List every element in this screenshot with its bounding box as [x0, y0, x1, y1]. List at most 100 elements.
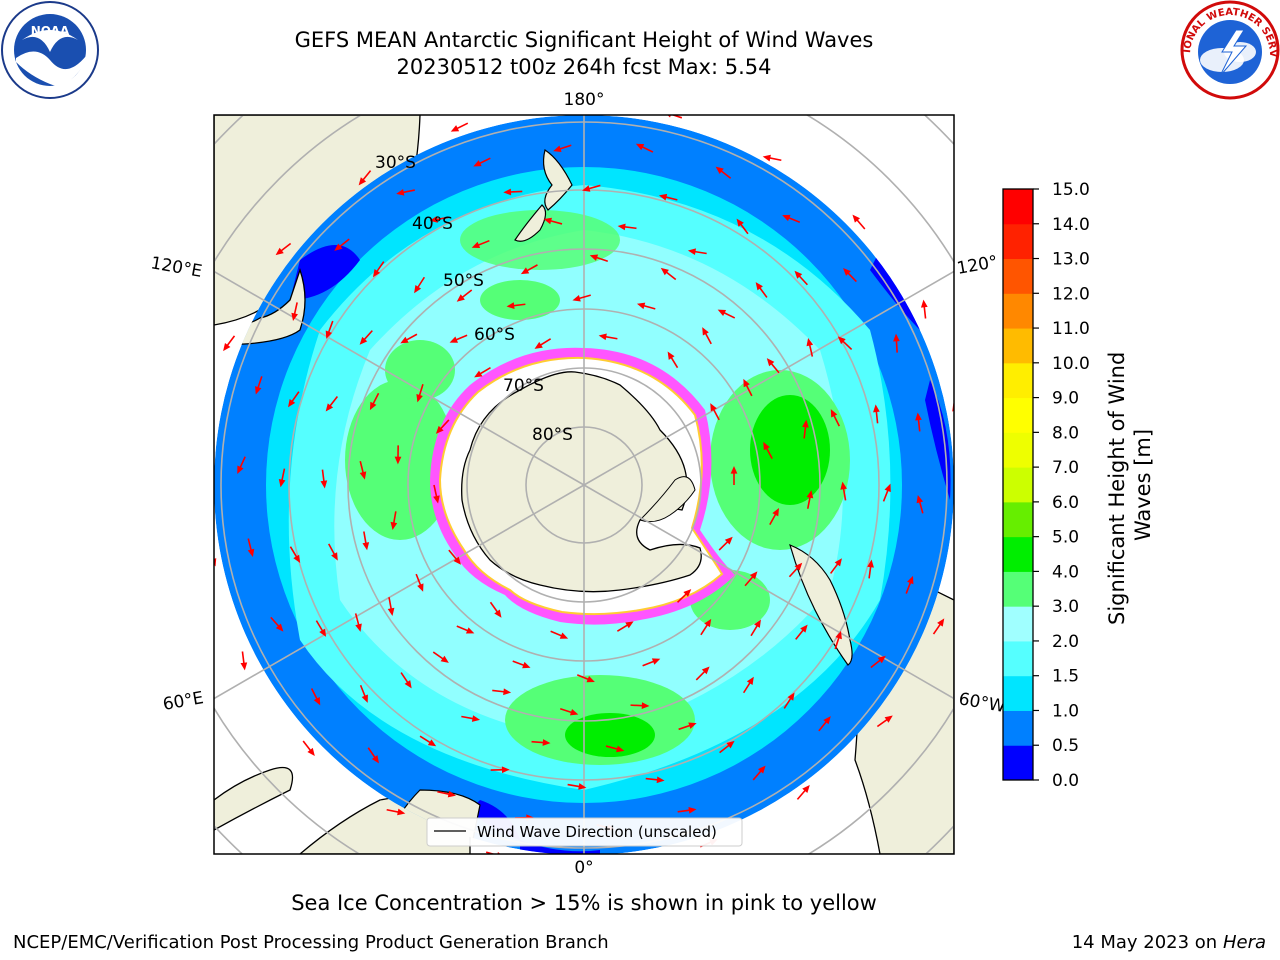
wind-arrow-head	[331, 552, 338, 561]
chart-subtitle: 20230512 t00z 264h fcst Max: 5.54	[396, 55, 772, 79]
wind-arrow-head	[503, 188, 512, 196]
colorbar-tick-label: 12.0	[1052, 284, 1090, 304]
wind-arrow-head	[749, 571, 758, 580]
wind-arrow-head	[214, 558, 217, 567]
wind-arrow-head	[766, 358, 775, 367]
machine-name: Hera	[1222, 932, 1266, 953]
wind-arrow-head	[625, 621, 634, 629]
colorbar-segment	[1003, 675, 1033, 711]
wind-arrow-head	[787, 692, 795, 701]
colorbar-segment	[1003, 467, 1033, 503]
lat-label-70s: 70°S	[503, 376, 544, 396]
colorbar-segment	[1003, 745, 1033, 781]
wind-arrow-head	[474, 370, 483, 378]
wind-arrow-head	[522, 661, 531, 669]
colorbar-tick-label: 5.0	[1052, 528, 1079, 548]
wind-arrow-head	[361, 694, 368, 703]
wind-arrow-head	[569, 708, 579, 716]
colorbar-tick-label: 7.0	[1052, 458, 1079, 478]
wind-arrow-head	[293, 554, 301, 564]
wind-arrow-head	[893, 333, 900, 342]
wind-arrow-head	[736, 218, 744, 227]
wind-arrow-head	[589, 254, 599, 261]
wind-arrow-head	[371, 755, 379, 764]
wind-arrow-head	[651, 658, 661, 665]
wind-arrow-head	[240, 662, 248, 671]
wind-arrow-head	[920, 299, 928, 308]
wind-arrow-head	[578, 783, 587, 790]
wind-arrow-head	[559, 632, 569, 639]
wind-arrow-head	[237, 465, 244, 474]
wind-arrow-head	[223, 342, 231, 352]
colorbar-border	[1002, 188, 1034, 781]
wind-arrow-head	[506, 302, 515, 309]
wind-arrow-head	[830, 409, 838, 418]
legend-label: Wind Wave Direction (unscaled)	[477, 823, 717, 841]
wind-arrow-head	[915, 412, 922, 421]
wind-arrow-head	[473, 160, 482, 167]
wind-arrow-head	[843, 267, 851, 276]
lat-label-30s: 30°S	[375, 153, 416, 173]
colorbar-segment	[1003, 328, 1033, 364]
wind-arrow-head	[278, 479, 286, 488]
wind-arrow-head	[553, 145, 562, 152]
colorbar-tick-label: 2.0	[1052, 632, 1079, 652]
colorbar-segment	[1003, 223, 1033, 260]
wind-arrow-head	[688, 806, 697, 814]
wind-arrow-head	[325, 330, 333, 339]
wind-arrow-head	[717, 309, 727, 317]
wind-arrow-head	[837, 336, 846, 345]
wind-arrow-head	[782, 214, 791, 222]
colorbar-segment	[1003, 397, 1033, 433]
wind-arrow-head	[730, 466, 738, 474]
lon-label-120w: 120°	[955, 252, 999, 279]
colorbar-segment	[1003, 362, 1033, 399]
wind-arrow-head	[435, 425, 444, 434]
wind-arrow-head	[687, 248, 697, 256]
wind-arrow-head	[715, 166, 724, 174]
wind-arrow-head	[762, 154, 771, 162]
colorbar-label-line1: Significant Height of Wind	[1105, 352, 1129, 625]
lat-label-50s: 50°S	[443, 271, 484, 291]
wind-arrow-head	[397, 808, 406, 816]
wind-arrow-head	[852, 214, 861, 223]
wind-arrow-head	[806, 490, 814, 499]
colorbar-segment	[1003, 571, 1033, 607]
wind-arrow-head	[404, 680, 412, 689]
wind-arrow-head	[802, 784, 810, 794]
wind-arrow-head	[683, 589, 692, 597]
wind-arrow-head	[704, 618, 712, 628]
wind-arrow-head	[400, 336, 409, 344]
wind-arrow-head	[616, 745, 625, 753]
colorbar-segment	[1003, 501, 1033, 538]
wind-arrow-head	[325, 403, 334, 412]
wind-arrow-head	[275, 623, 284, 632]
wind-arrow-head	[956, 511, 963, 519]
wind-arrow-head	[450, 125, 460, 132]
wind-arrow-head	[447, 790, 456, 798]
colorbar-tick-label: 0.5	[1052, 736, 1079, 756]
wind-arrow-head	[884, 715, 893, 723]
colorbar-tick-label: 8.0	[1052, 423, 1079, 443]
colorbar-segment	[1003, 640, 1033, 677]
wind-arrow-head	[456, 294, 465, 302]
wind-arrow-head	[688, 722, 697, 729]
colorbar-segment	[1003, 189, 1033, 225]
noaa-logo-text: NOAA	[31, 24, 70, 38]
wind-arrow-head	[701, 666, 710, 675]
chart-title: GEFS MEAN Antarctic Significant Height o…	[294, 28, 874, 52]
map-legend: Wind Wave Direction (unscaled)	[426, 817, 743, 847]
run-date-text: 14 May 2023 on	[1071, 932, 1218, 953]
wind-arrow-head	[369, 401, 377, 411]
wind-arrow-head	[617, 223, 626, 231]
wind-arrow-head	[873, 404, 880, 413]
wind-arrow-head	[387, 607, 395, 616]
wind-arrow-head	[710, 403, 717, 412]
wind-arrow-head	[758, 765, 766, 774]
wind-arrow-head	[205, 451, 212, 459]
colorbar-tick-label: 10.0	[1052, 354, 1090, 374]
colorbar-tick-label: 1.0	[1052, 701, 1079, 721]
lon-label-180: 180°	[564, 90, 605, 110]
wind-arrow-head	[806, 338, 814, 347]
